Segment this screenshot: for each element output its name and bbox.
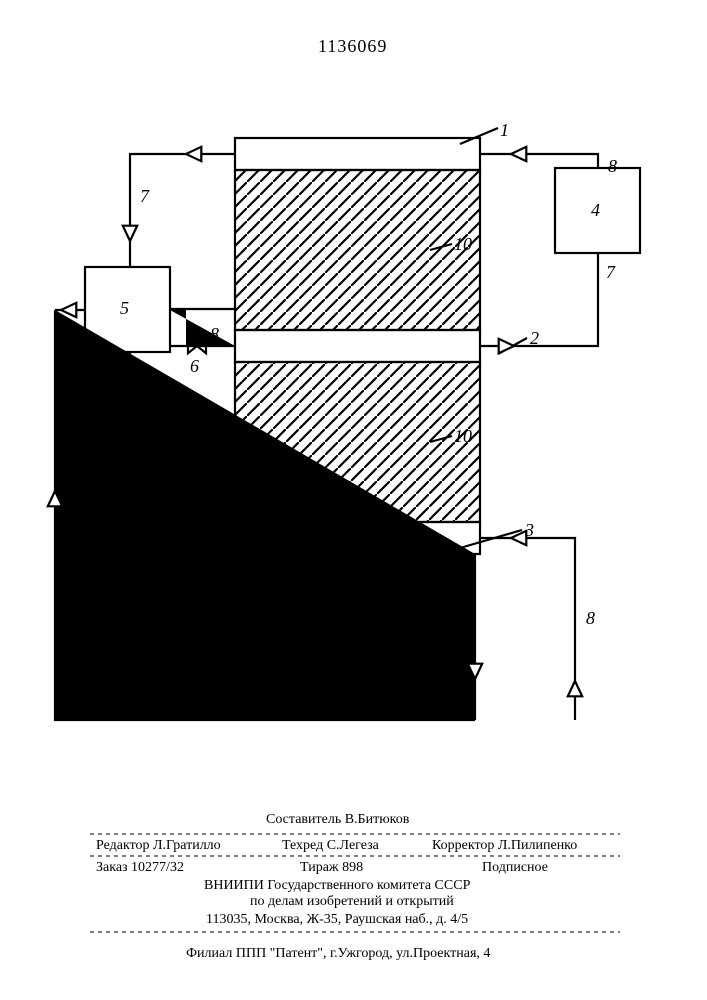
footer-order: Заказ 10277/32 — [96, 860, 184, 876]
footer-org1: ВНИИПИ Государственного комитета СССР — [204, 878, 470, 894]
label-10a: 10 — [454, 234, 472, 255]
label-7c: 7 — [140, 518, 149, 539]
footer-editor: Редактор Л.Гратилло — [96, 838, 221, 854]
doc-number: 1136069 — [318, 36, 387, 57]
footer-podpis: Подписное — [482, 860, 548, 876]
label-1: 1 — [500, 120, 509, 141]
footer-tech: Техред С.Легеза — [282, 838, 379, 854]
footer-addr: 113035, Москва, Ж-35, Раушская наб., д. … — [206, 912, 468, 928]
label-10b: 10 — [454, 426, 472, 447]
label-5: 5 — [120, 298, 129, 319]
label-2: 2 — [530, 328, 539, 349]
label-4: 4 — [591, 200, 600, 221]
label-3: 3 — [525, 520, 534, 541]
footer-corrector: Корректор Л.Пилипенко — [432, 838, 577, 854]
label-7b: 7 — [606, 262, 615, 283]
footer-tirazh: Тираж 898 — [300, 860, 363, 876]
label-7a: 7 — [140, 186, 149, 207]
footer-branch: Филиал ППП "Патент", г.Ужгород, ул.Проек… — [186, 946, 490, 962]
label-8a: 8 — [608, 156, 617, 177]
footer-author: Составитель В.Битюков — [266, 812, 409, 828]
footer-org2: по делам изобретений и открытий — [250, 894, 454, 910]
label-8b: 8 — [210, 324, 219, 345]
label-8c: 8 — [586, 608, 595, 629]
label-6: 6 — [190, 356, 199, 377]
label-9: 9 — [462, 628, 471, 649]
